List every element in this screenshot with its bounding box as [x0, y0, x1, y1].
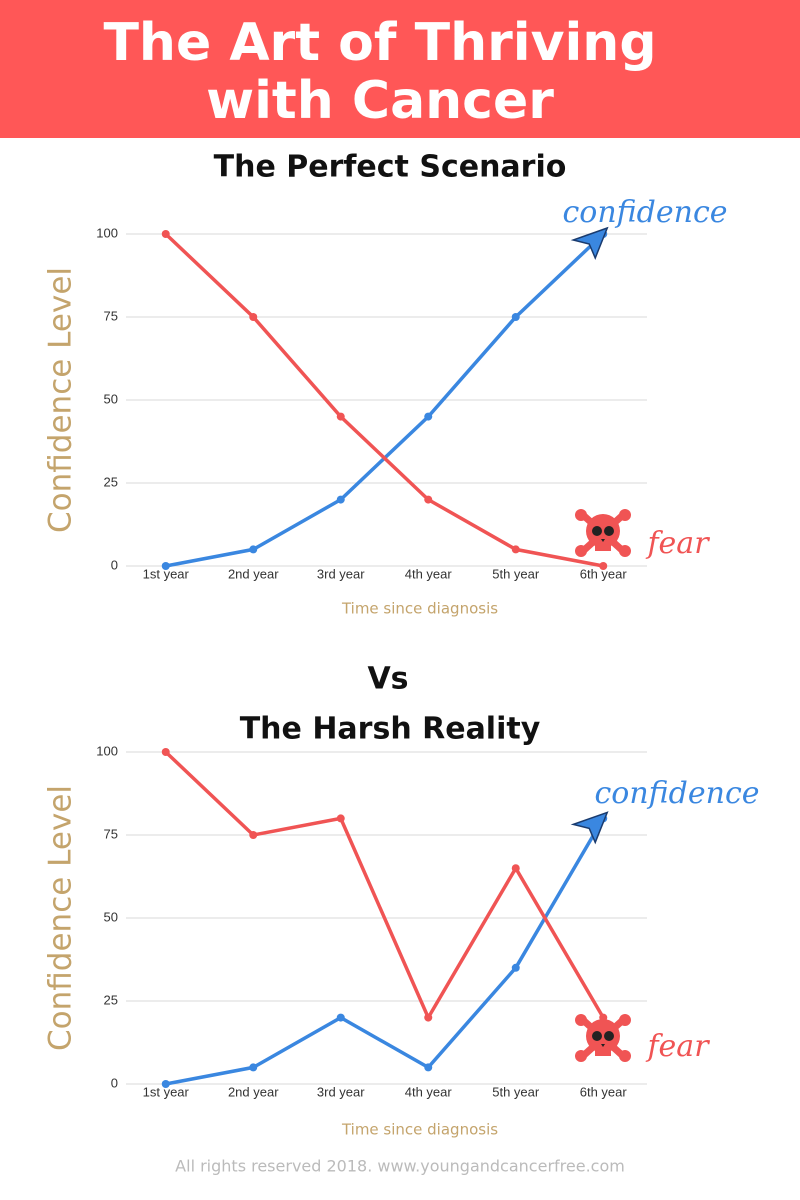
x-tick-label: 5th year [492, 566, 540, 581]
x-tick-label: 5th year [492, 1084, 540, 1099]
y-tick-label: 0 [111, 557, 118, 572]
series-label: confidence [594, 776, 759, 811]
chart-title: The Perfect Scenario [214, 150, 567, 185]
y-axis-label: Confidence Level [43, 267, 79, 533]
y-tick-label: 75 [104, 826, 118, 841]
y-tick-label: 50 [104, 391, 118, 406]
data-point [424, 412, 433, 421]
footer: All rights reserved 2018. www.youngandca… [175, 1157, 625, 1176]
data-point [424, 495, 433, 504]
series-line [164, 232, 604, 568]
data-point [161, 748, 170, 756]
data-point [511, 545, 520, 554]
series-label: fear [645, 526, 710, 561]
data-point [336, 814, 345, 823]
data-point [599, 562, 608, 570]
bone-end [619, 509, 631, 521]
data-point [249, 313, 258, 321]
data-point [161, 230, 170, 238]
series-line [165, 817, 605, 1086]
x-tick-label: 2nd year [228, 566, 279, 581]
skull-jaw [595, 543, 611, 551]
data-point [161, 1080, 170, 1088]
chart-title: The Harsh Reality [240, 712, 541, 747]
x-tick-label: 3rd year [317, 1084, 365, 1099]
x-tick-label: 4th year [405, 1084, 453, 1099]
y-tick-label: 100 [96, 743, 118, 758]
arrow-head [570, 226, 609, 260]
data-point [249, 831, 258, 839]
y-axis-label: Confidence Level [43, 785, 79, 1051]
data-point [424, 1013, 433, 1022]
eye [592, 1031, 602, 1041]
skull-head [586, 1019, 620, 1053]
vs-label: Vs [367, 662, 408, 697]
bone-end [575, 545, 587, 557]
series-line [164, 750, 605, 1022]
bone-end [619, 1050, 631, 1062]
x-tick-label: 2nd year [228, 1084, 279, 1099]
nose [601, 1044, 605, 1047]
data-point [511, 313, 520, 321]
nose [601, 539, 605, 542]
bone-end [575, 509, 587, 521]
y-tick-label: 0 [111, 1075, 118, 1090]
x-axis-label: Time since diagnosis [341, 1121, 498, 1139]
eye [592, 526, 602, 536]
bone-end [575, 1014, 587, 1026]
skull-head [586, 514, 620, 548]
x-tick-label: 4th year [405, 566, 453, 581]
data-point [511, 864, 520, 873]
data-point [424, 1063, 433, 1072]
data-point [249, 1063, 258, 1072]
skull-icon [575, 1014, 631, 1062]
x-tick-label: 6th year [580, 566, 628, 581]
bone-end [575, 1050, 587, 1062]
title: The Art of Thriving [103, 13, 656, 73]
eye [604, 526, 614, 536]
x-tick-label: 3rd year [317, 566, 365, 581]
series-label: confidence [562, 195, 727, 230]
skull-jaw [595, 1048, 611, 1056]
bone-end [619, 545, 631, 557]
data-point [336, 495, 345, 504]
data-point [161, 562, 170, 570]
x-axis-label: Time since diagnosis [341, 600, 498, 618]
y-tick-label: 25 [104, 992, 118, 1007]
y-tick-label: 50 [104, 909, 118, 924]
x-tick-label: 1st year [143, 566, 190, 581]
data-point [336, 1013, 345, 1022]
y-tick-label: 25 [104, 474, 118, 489]
eye [604, 1031, 614, 1041]
title: with Cancer [206, 71, 554, 131]
skull-icon [575, 509, 631, 557]
data-point [249, 545, 258, 554]
data-point [511, 963, 520, 972]
bone-end [619, 1014, 631, 1026]
y-tick-label: 100 [96, 225, 118, 240]
y-tick-label: 75 [104, 308, 118, 323]
x-tick-label: 1st year [143, 1084, 190, 1099]
data-point [336, 412, 345, 421]
series-label: fear [645, 1029, 710, 1064]
x-tick-label: 6th year [580, 1084, 628, 1099]
arrow-head [570, 811, 609, 845]
header-band [0, 0, 800, 138]
